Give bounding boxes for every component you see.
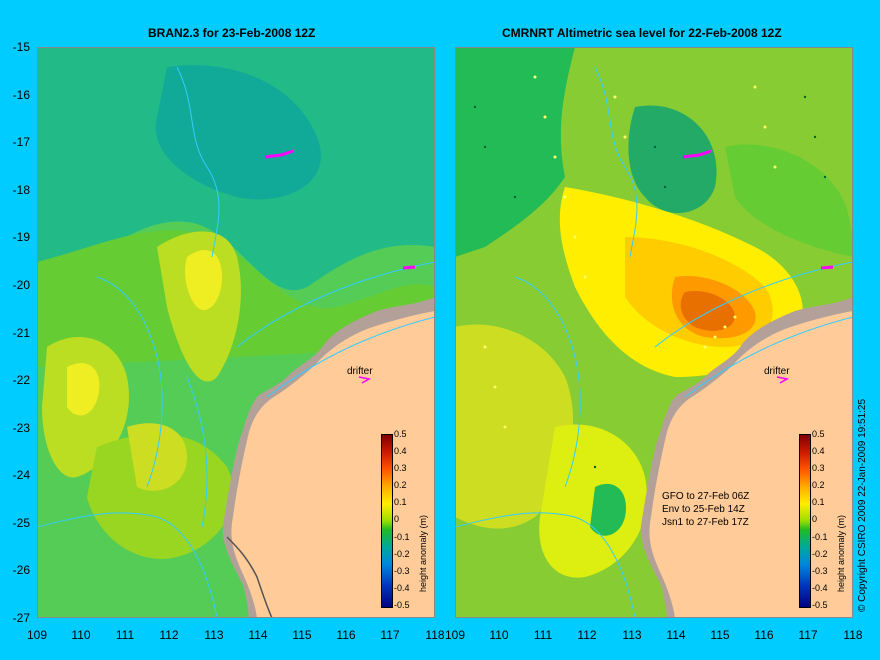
y-tick: -15 [12,40,30,54]
x-tick: 114 [248,628,268,642]
y-tick: -24 [12,468,30,482]
obs-line: Jsn1 to 27-Feb 17Z [662,517,749,528]
y-tick: -19 [12,230,30,244]
y-tick: -18 [12,183,30,197]
left-deep-low [155,65,321,200]
y-tick: -27 [12,611,30,625]
cb-tick: -0.2 [812,549,828,559]
right-colorbar [799,434,811,608]
x-tick: 111 [533,628,553,642]
right-high-south [539,424,647,578]
right-frame [455,47,853,618]
right-low-anomaly-west [455,47,575,257]
cb-tick: 0.4 [394,446,407,456]
cb-tick: -0.2 [394,549,410,559]
x-tick: 112 [577,628,597,642]
right-colorbar-label: height anomaly (m) [836,514,846,592]
x-tick: 117 [798,628,818,642]
x-tick: 115 [292,628,312,642]
cb-tick: -0.1 [394,532,410,542]
cb-tick: 0.1 [812,497,825,507]
cb-tick: -0.4 [812,583,828,593]
x-tick: 111 [115,628,135,642]
cb-tick: 0 [812,514,818,524]
left-map-panel[interactable] [37,47,435,618]
right-drifter-track-north [682,149,712,159]
x-tick: 115 [710,628,730,642]
left-colorbar [381,434,393,608]
obs-line: GFO to 27-Feb 06Z [662,491,750,502]
right-low-south [590,483,626,536]
altimeter-observation-list: GFO to 27-Feb 06Z Env to 25-Feb 14Z Jsn1… [662,490,749,529]
x-tick: 116 [336,628,356,642]
cb-tick: 0.2 [394,480,407,490]
left-high-core-3 [127,423,187,491]
cb-tick: -0.1 [812,532,828,542]
cb-tick: 0.5 [394,429,407,439]
left-drifter-track-east [402,265,416,270]
cb-tick: 0.3 [394,463,407,473]
x-tick: 118 [425,628,445,642]
x-tick: 112 [159,628,179,642]
left-map-svg [37,47,435,618]
right-panel-title: CMRNRT Altimetric sea level for 22-Feb-2… [502,26,782,40]
left-drifter-track-north [264,149,294,159]
x-tick: 118 [843,628,863,642]
cb-tick: -0.5 [394,600,410,610]
cb-tick: 0.2 [812,480,825,490]
obs-line: Env to 25-Feb 14Z [662,504,745,515]
right-green-east [725,144,853,257]
right-low-anomaly-north [628,105,717,214]
x-tick: 109 [444,628,466,642]
left-high-core-2 [67,363,100,416]
x-tick: 110 [71,628,91,642]
x-tick: 113 [622,628,642,642]
right-map-panel[interactable] [455,47,853,618]
right-drifter-marker [776,376,790,384]
x-tick: 117 [380,628,400,642]
y-tick: -26 [12,563,30,577]
left-coastal-shelf [222,297,435,618]
cb-tick: -0.3 [812,566,828,576]
y-tick: -25 [12,516,30,530]
right-altimeter-tracks-dark [473,95,827,469]
right-drifter-label: drifter [764,366,790,377]
right-high-core [680,291,735,331]
right-high-west [455,324,574,529]
cb-tick: 0.4 [812,446,825,456]
x-tick: 110 [489,628,509,642]
left-coastline [226,536,273,618]
left-high-patch-3 [87,433,234,559]
copyright-note: © Copyright CSIRO 2009 22-Jan-2009 19:51… [857,398,868,612]
y-tick: -16 [12,88,30,102]
left-drifter-marker [358,376,372,384]
x-tick: 113 [204,628,224,642]
left-panel-title: BRAN2.3 for 23-Feb-2008 12Z [148,26,316,40]
cb-tick: 0.1 [394,497,407,507]
y-tick: -21 [12,326,30,340]
left-frame [37,47,435,618]
cb-tick: -0.4 [394,583,410,593]
x-tick: 109 [26,628,48,642]
x-tick: 114 [666,628,686,642]
y-tick: -17 [12,135,30,149]
right-drifter-track-east [820,265,834,270]
cb-tick: 0.3 [812,463,825,473]
cb-tick: 0.5 [812,429,825,439]
cb-tick: -0.3 [394,566,410,576]
y-tick: -22 [12,373,30,387]
left-drifter-label: drifter [347,366,373,377]
y-tick: -23 [12,421,30,435]
cb-tick: -0.5 [812,600,828,610]
right-coastal-shelf [640,297,853,618]
y-tick: -20 [12,278,30,292]
cb-tick: 0 [394,514,400,524]
right-map-svg [455,47,853,618]
x-tick: 116 [754,628,774,642]
left-colorbar-label: height anomaly (m) [418,514,428,592]
right-altimeter-tracks [483,75,777,429]
left-high-core-1 [185,249,222,311]
